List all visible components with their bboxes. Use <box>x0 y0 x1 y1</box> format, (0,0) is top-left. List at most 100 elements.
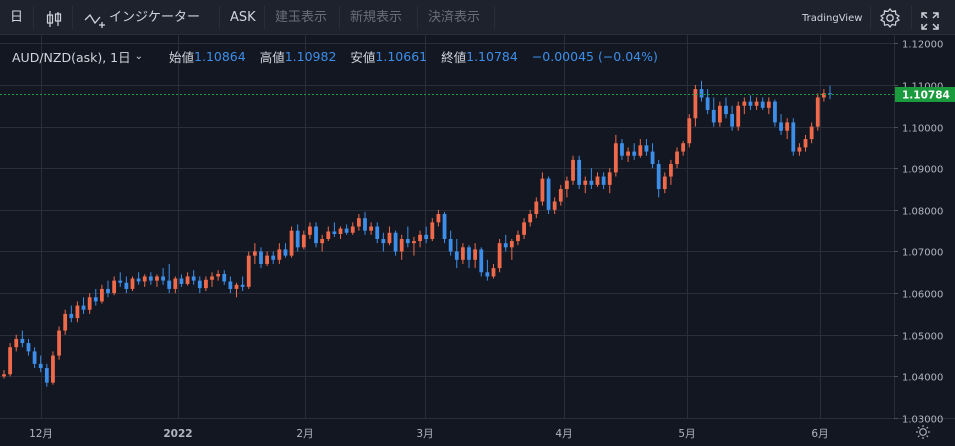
candle <box>797 143 802 156</box>
candle <box>161 268 165 285</box>
y-tick-label: 1.10000 <box>902 124 943 135</box>
candle-body <box>791 122 796 152</box>
candle-body <box>613 143 618 173</box>
candle-body <box>675 151 679 165</box>
candle <box>63 309 68 335</box>
candle-body <box>681 143 686 152</box>
candle-body <box>26 343 31 352</box>
candle-body <box>381 238 386 244</box>
candle-body <box>8 347 13 375</box>
candle <box>742 97 747 115</box>
candle-body <box>418 234 422 242</box>
interval-button[interactable]: 日 <box>10 10 24 25</box>
candle-body <box>571 159 575 181</box>
candle-body <box>301 234 306 248</box>
candle <box>644 139 649 156</box>
candle <box>540 172 545 206</box>
candle-body <box>20 338 25 344</box>
candle <box>613 134 618 177</box>
candle-body <box>766 101 771 108</box>
candle-body <box>669 164 673 177</box>
candle-body <box>51 355 55 383</box>
candle-body <box>516 234 520 242</box>
candle-body <box>626 151 630 156</box>
candle-body <box>473 249 478 260</box>
candle <box>705 89 710 115</box>
candle <box>650 143 655 169</box>
candle <box>687 114 692 148</box>
candle <box>748 95 753 110</box>
candle-body <box>540 178 545 202</box>
candle <box>283 243 288 258</box>
candle <box>809 122 814 144</box>
y-tick-label: 1.05000 <box>902 332 943 343</box>
candle <box>418 230 422 248</box>
candle <box>405 226 410 248</box>
open-value: 1.10864 <box>194 49 246 64</box>
candle-body <box>75 305 80 319</box>
open-label: 始値 <box>169 50 195 65</box>
candle <box>142 274 147 287</box>
candle-body <box>308 226 312 235</box>
candle <box>289 226 294 258</box>
candle <box>326 226 331 242</box>
candle-style-icon[interactable] <box>44 8 64 28</box>
time-axis[interactable]: 12月 2022 2月 3月 4月 5月 6月 <box>29 428 829 440</box>
candle-series <box>2 80 832 387</box>
candle <box>191 270 196 285</box>
show-new-orders-button[interactable]: 新規表示 <box>350 10 403 25</box>
candle-body <box>583 180 588 185</box>
candle <box>662 172 667 194</box>
x-tick-label: 4月 <box>555 428 572 440</box>
settings-corner-icon[interactable] <box>916 425 930 439</box>
x-tick-label: 6月 <box>811 428 828 440</box>
candle <box>632 143 637 160</box>
candle <box>565 176 569 198</box>
candle <box>259 247 263 269</box>
candle-body <box>124 282 129 289</box>
top-toolbar: 日 インジケーター ASK 建玉表示 新規表示 決済表示 TradingView <box>0 0 955 35</box>
candle-body <box>356 218 361 227</box>
candle <box>338 226 343 239</box>
candle <box>448 230 453 256</box>
chevron-down-icon[interactable]: ⌄ <box>134 51 144 62</box>
candle-body <box>601 176 606 185</box>
ask-button[interactable]: ASK <box>230 10 256 25</box>
gear-icon[interactable] <box>879 7 901 29</box>
candle <box>148 272 153 285</box>
change-value: −0.00045 (−0.04%) <box>531 49 658 64</box>
price-chart[interactable]: 1.120001.110001.100001.090001.080001.070… <box>0 35 955 446</box>
candle <box>14 334 19 352</box>
candle-body <box>344 228 349 233</box>
show-positions-button[interactable]: 建玉表示 <box>275 10 328 25</box>
candle <box>136 272 141 285</box>
candle <box>87 293 92 314</box>
ohlc-legend: AUD/NZD(ask), 1日 ⌄ 始値1.10864 高値1.10982 安… <box>12 47 658 66</box>
candle-body <box>509 241 514 248</box>
candle-body <box>38 363 43 369</box>
candle <box>711 97 716 127</box>
candle-body <box>234 284 239 289</box>
candle-body <box>638 145 643 156</box>
candle-body <box>497 243 502 269</box>
candle <box>344 224 349 235</box>
indicators-button[interactable]: インジケーター <box>109 10 201 25</box>
candle-body <box>173 278 178 289</box>
candle <box>766 97 771 115</box>
candle <box>44 363 49 387</box>
candle-body <box>210 276 214 280</box>
fullscreen-icon[interactable] <box>921 9 939 30</box>
candle <box>8 343 13 377</box>
candle <box>167 263 172 294</box>
candle <box>595 172 600 187</box>
candle <box>308 222 312 239</box>
candle-body <box>797 147 802 152</box>
symbol-label[interactable]: AUD/NZD(ask), 1日 ⌄ <box>12 50 144 65</box>
candle <box>424 226 429 244</box>
show-settlements-button[interactable]: 決済表示 <box>428 10 481 25</box>
indicators-icon[interactable] <box>84 9 106 28</box>
toolbar-divider <box>72 6 73 29</box>
close-label: 終値 <box>441 50 467 65</box>
candle <box>32 347 37 369</box>
candle <box>442 211 447 244</box>
